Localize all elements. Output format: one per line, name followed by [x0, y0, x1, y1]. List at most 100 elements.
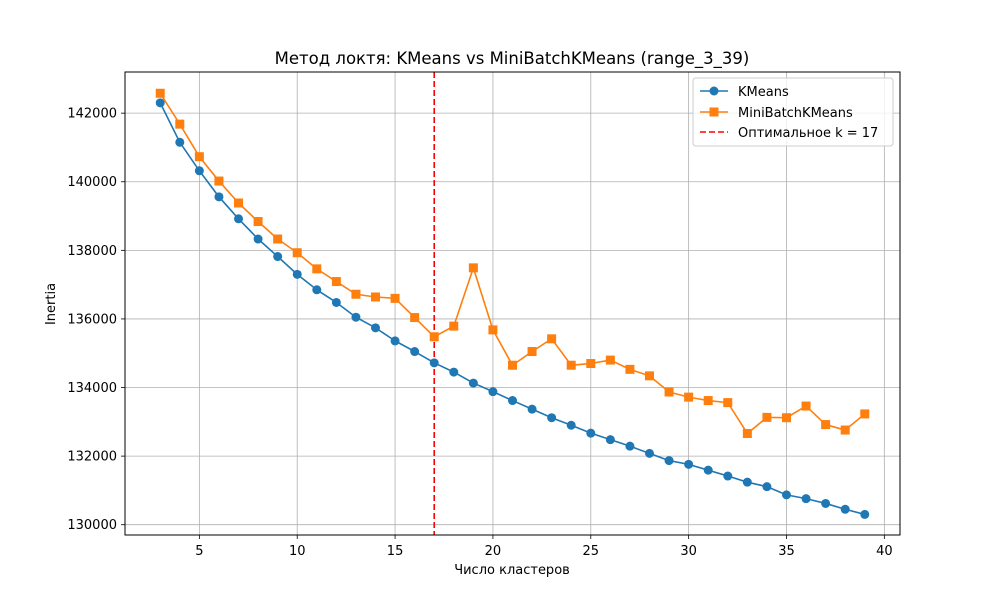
- minibatchkmeans-point: [586, 359, 596, 369]
- minibatchkmeans-point: [194, 152, 204, 162]
- kmeans-point: [194, 166, 204, 176]
- minibatchkmeans-point: [821, 420, 831, 430]
- kmeans-point: [664, 456, 674, 466]
- kmeans-point: [703, 465, 713, 475]
- minibatchkmeans-point: [566, 360, 576, 370]
- minibatchkmeans-point: [351, 289, 361, 299]
- minibatchkmeans-point: [625, 364, 635, 374]
- kmeans-point: [605, 435, 615, 445]
- minibatchkmeans-point: [234, 198, 244, 208]
- kmeans-point: [371, 323, 381, 333]
- legend-kmeans-marker: [709, 86, 719, 96]
- kmeans-point: [312, 285, 322, 295]
- y-tick-label: 130000: [67, 518, 117, 533]
- minibatchkmeans-point: [390, 293, 400, 303]
- minibatchkmeans-point: [331, 277, 341, 287]
- y-tick-label: 138000: [67, 244, 117, 259]
- minibatchkmeans-point: [742, 428, 752, 438]
- x-tick-label: 10: [289, 544, 306, 559]
- minibatchkmeans-point: [605, 355, 615, 365]
- kmeans-point: [566, 420, 576, 430]
- plot-area-frame: [124, 71, 901, 536]
- minibatchkmeans-point: [840, 425, 850, 435]
- kmeans-point: [625, 441, 635, 451]
- kmeans-point: [527, 404, 537, 414]
- kmeans-point: [508, 396, 517, 406]
- minibatchkmeans-point: [664, 387, 674, 397]
- grid: [125, 72, 900, 535]
- legend-box: [692, 77, 894, 147]
- minibatchkmeans-point: [488, 325, 498, 335]
- minibatchkmeans-point: [684, 392, 694, 402]
- kmeans-point: [410, 347, 420, 357]
- kmeans-point: [781, 490, 791, 500]
- x-tick-label: 40: [876, 544, 893, 559]
- kmeans-point: [801, 494, 811, 504]
- minibatchkmeans-point: [468, 263, 478, 273]
- kmeans-point: [821, 498, 831, 508]
- kmeans-point: [723, 471, 733, 481]
- y-tick-label: 140000: [67, 175, 117, 190]
- kmeans-point: [468, 378, 478, 388]
- minibatchkmeans-point: [292, 248, 302, 258]
- kmeans-point: [742, 477, 752, 487]
- minibatchkmeans-point: [508, 360, 517, 370]
- legend-minibatch-label: MiniBatchKMeans: [738, 106, 853, 121]
- legend-minibatch-marker: [709, 107, 719, 117]
- axis-ticks: 5 10 15 20 25 30 35 40 130000 132000 134000 136000 1…: [67, 107, 892, 559]
- x-tick-label: 25: [583, 544, 600, 559]
- y-tick-label: 136000: [67, 312, 117, 327]
- kmeans-point: [860, 509, 870, 519]
- minibatchkmeans-point: [371, 292, 381, 302]
- x-tick-label: 30: [680, 544, 697, 559]
- minibatchkmeans-point: [547, 334, 557, 344]
- kmeans-point: [644, 448, 654, 458]
- chart-title: Метод локтя: KMeans vs MiniBatchKMeans (…: [275, 49, 750, 69]
- kmeans-point: [547, 413, 557, 423]
- x-tick-label: 15: [387, 544, 404, 559]
- series-layer: [155, 88, 870, 519]
- minibatchkmeans-point: [175, 119, 185, 129]
- minibatchkmeans-point: [527, 347, 537, 357]
- minibatchkmeans-point: [860, 409, 870, 419]
- x-tick-label: 35: [778, 544, 795, 559]
- kmeans-point: [586, 428, 596, 438]
- minibatchkmeans-point: [273, 234, 283, 244]
- x-tick-label: 20: [485, 544, 502, 559]
- minibatchkmeans-point: [214, 176, 224, 186]
- kmeans-point: [684, 459, 694, 469]
- minibatchkmeans-point: [429, 332, 439, 342]
- minibatchkmeans-point: [781, 413, 791, 423]
- kmeans-point: [762, 482, 772, 492]
- y-axis-title: Inertia: [44, 283, 59, 325]
- kmeans-point: [175, 137, 185, 147]
- legend-kmeans-label: KMeans: [738, 85, 789, 100]
- minibatchkmeans-point: [155, 88, 165, 98]
- minibatchkmeans-point: [703, 396, 713, 406]
- minibatchkmeans-point: [449, 321, 459, 331]
- minibatchkmeans-point: [801, 401, 811, 411]
- kmeans-point: [449, 367, 459, 377]
- legend-optimal-k-label: Оптимальное k = 17: [738, 126, 878, 141]
- minibatchkmeans-point: [312, 264, 322, 274]
- kmeans-point: [234, 214, 244, 224]
- kmeans-point: [292, 269, 302, 279]
- kmeans-point: [488, 387, 498, 397]
- kmeans-point: [253, 234, 263, 244]
- kmeans-point: [429, 358, 439, 368]
- kmeans-point: [331, 297, 341, 307]
- kmeans-point: [351, 312, 361, 322]
- kmeans-point: [273, 252, 283, 262]
- kmeans-point: [390, 336, 400, 346]
- x-tick-label: 5: [195, 544, 203, 559]
- y-tick-label: 132000: [67, 450, 117, 465]
- kmeans-point: [214, 192, 224, 202]
- y-tick-label: 142000: [67, 107, 117, 122]
- minibatchkmeans-point: [762, 412, 772, 422]
- legend: KMeans MiniBatchKMeans Оптимальное k = 1…: [692, 77, 894, 147]
- y-tick-label: 134000: [67, 381, 117, 396]
- minibatchkmeans-point: [723, 398, 733, 408]
- minibatchkmeans-point: [410, 313, 420, 323]
- kmeans-point: [155, 98, 165, 108]
